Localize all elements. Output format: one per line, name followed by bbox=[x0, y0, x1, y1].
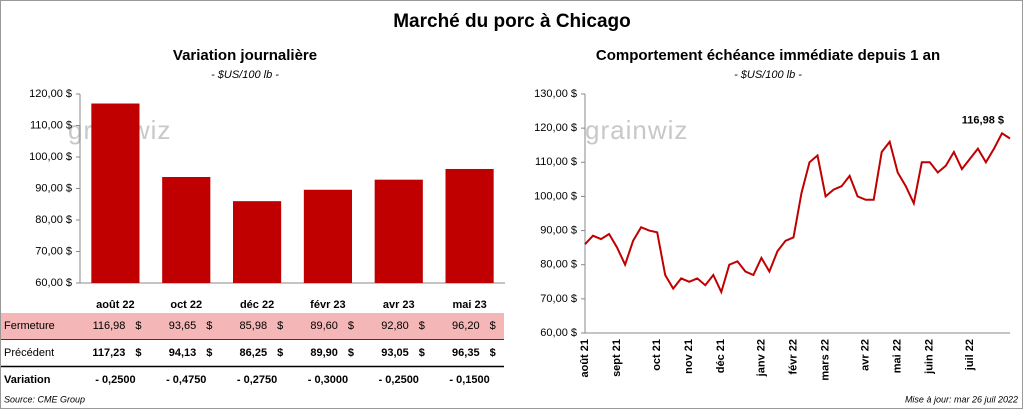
y-tick-label: 80,00 $ bbox=[540, 259, 577, 271]
y-tick-label: 90,00 $ bbox=[35, 182, 72, 194]
cell-unit: $ bbox=[348, 320, 354, 332]
row-label: Précédent bbox=[4, 347, 54, 359]
x-tick-label: avr 23 bbox=[383, 299, 415, 311]
cell-value: - 0,3000 bbox=[308, 374, 348, 386]
cell-unit: $ bbox=[348, 347, 354, 359]
x-tick-label: janv 22 bbox=[755, 339, 767, 377]
x-tick-label: mars 22 bbox=[819, 339, 831, 381]
price-line bbox=[584, 131, 1011, 295]
x-tick-label: déc 21 bbox=[715, 339, 727, 373]
x-tick-label: mai 22 bbox=[892, 339, 904, 373]
cell-unit: $ bbox=[490, 320, 496, 332]
cell-value: - 0,2750 bbox=[237, 374, 277, 386]
x-tick-label: juil 22 bbox=[964, 339, 976, 371]
y-tick-label: 70,00 $ bbox=[35, 245, 72, 257]
bar bbox=[162, 177, 211, 283]
cell-value: 93,65 bbox=[169, 320, 197, 332]
y-tick-label: 110,00 $ bbox=[30, 119, 72, 131]
x-tick-label: oct 21 bbox=[651, 339, 663, 371]
y-tick-label: 60,00 $ bbox=[35, 277, 72, 289]
y-tick-label: 90,00 $ bbox=[540, 224, 577, 236]
x-tick-label: déc 22 bbox=[240, 299, 274, 311]
y-tick-label: 70,00 $ bbox=[540, 293, 577, 305]
cell-value: 89,60 bbox=[310, 320, 338, 332]
y-tick-label: 60,00 $ bbox=[540, 327, 577, 339]
bar bbox=[303, 189, 352, 283]
cell-unit: $ bbox=[135, 347, 141, 359]
row-label: Variation bbox=[4, 374, 51, 386]
y-tick-label: 110,00 $ bbox=[535, 156, 577, 168]
bar bbox=[374, 179, 423, 283]
highlight-row bbox=[1, 313, 504, 339]
row-label: Fermeture bbox=[4, 320, 55, 332]
y-tick-label: 80,00 $ bbox=[35, 214, 72, 226]
cell-value: - 0,2500 bbox=[95, 374, 135, 386]
cell-value: 89,90 bbox=[310, 347, 338, 359]
bar bbox=[445, 168, 494, 283]
x-tick-label: févr 22 bbox=[787, 339, 799, 374]
chart-title: Comportement échéance immédiate depuis 1… bbox=[596, 47, 940, 64]
page-title: Marché du porc à Chicago bbox=[393, 11, 631, 32]
x-tick-label: avr 22 bbox=[860, 339, 872, 371]
y-tick-label: 100,00 $ bbox=[29, 151, 72, 163]
updated: Mise à jour: mar 26 juil 2022 bbox=[905, 394, 1018, 404]
y-tick-label: 120,00 $ bbox=[534, 122, 577, 134]
cell-unit: $ bbox=[206, 320, 212, 332]
y-tick-label: 100,00 $ bbox=[534, 190, 577, 202]
cell-unit: $ bbox=[277, 320, 283, 332]
cell-unit: $ bbox=[206, 347, 212, 359]
cell-value: 92,80 bbox=[381, 320, 409, 332]
x-tick-label: oct 22 bbox=[170, 299, 202, 311]
x-tick-label: août 21 bbox=[579, 339, 591, 378]
chart-subtitle: - $US/100 lb - bbox=[211, 69, 279, 81]
cell-unit: $ bbox=[135, 320, 141, 332]
cell-value: 96,20 bbox=[452, 320, 480, 332]
x-tick-label: sept 21 bbox=[611, 339, 623, 377]
cell-value: 85,98 bbox=[240, 320, 268, 332]
cell-value: 96,35 bbox=[452, 347, 480, 359]
annotation: 116,98 $ bbox=[962, 114, 1004, 126]
y-tick-label: 130,00 $ bbox=[534, 88, 577, 100]
x-tick-label: août 22 bbox=[96, 299, 135, 311]
cell-value: - 0,4750 bbox=[166, 374, 206, 386]
cell-value: 117,23 bbox=[92, 347, 125, 359]
cell-unit: $ bbox=[490, 347, 496, 359]
cell-value: 116,98 bbox=[93, 320, 126, 332]
cell-unit: $ bbox=[277, 347, 283, 359]
cell-unit: $ bbox=[419, 320, 425, 332]
x-tick-label: mai 23 bbox=[452, 299, 486, 311]
chart-subtitle: - $US/100 lb - bbox=[734, 69, 802, 81]
cell-value: 86,25 bbox=[240, 347, 268, 359]
y-tick-label: 120,00 $ bbox=[29, 88, 72, 100]
bar bbox=[233, 201, 282, 283]
cell-value: - 0,2500 bbox=[379, 374, 419, 386]
bar bbox=[91, 103, 140, 283]
cell-value: - 0,1500 bbox=[449, 374, 489, 386]
cell-value: 93,05 bbox=[381, 347, 409, 359]
x-tick-label: nov 21 bbox=[683, 339, 695, 374]
cell-unit: $ bbox=[419, 347, 425, 359]
source: Source: CME Group bbox=[4, 394, 85, 404]
cell-value: 94,13 bbox=[169, 347, 197, 359]
watermark: grainwiz bbox=[585, 115, 688, 145]
x-tick-label: févr 23 bbox=[310, 299, 345, 311]
chart-title: Variation journalière bbox=[173, 47, 317, 64]
x-tick-label: juin 22 bbox=[924, 339, 936, 375]
